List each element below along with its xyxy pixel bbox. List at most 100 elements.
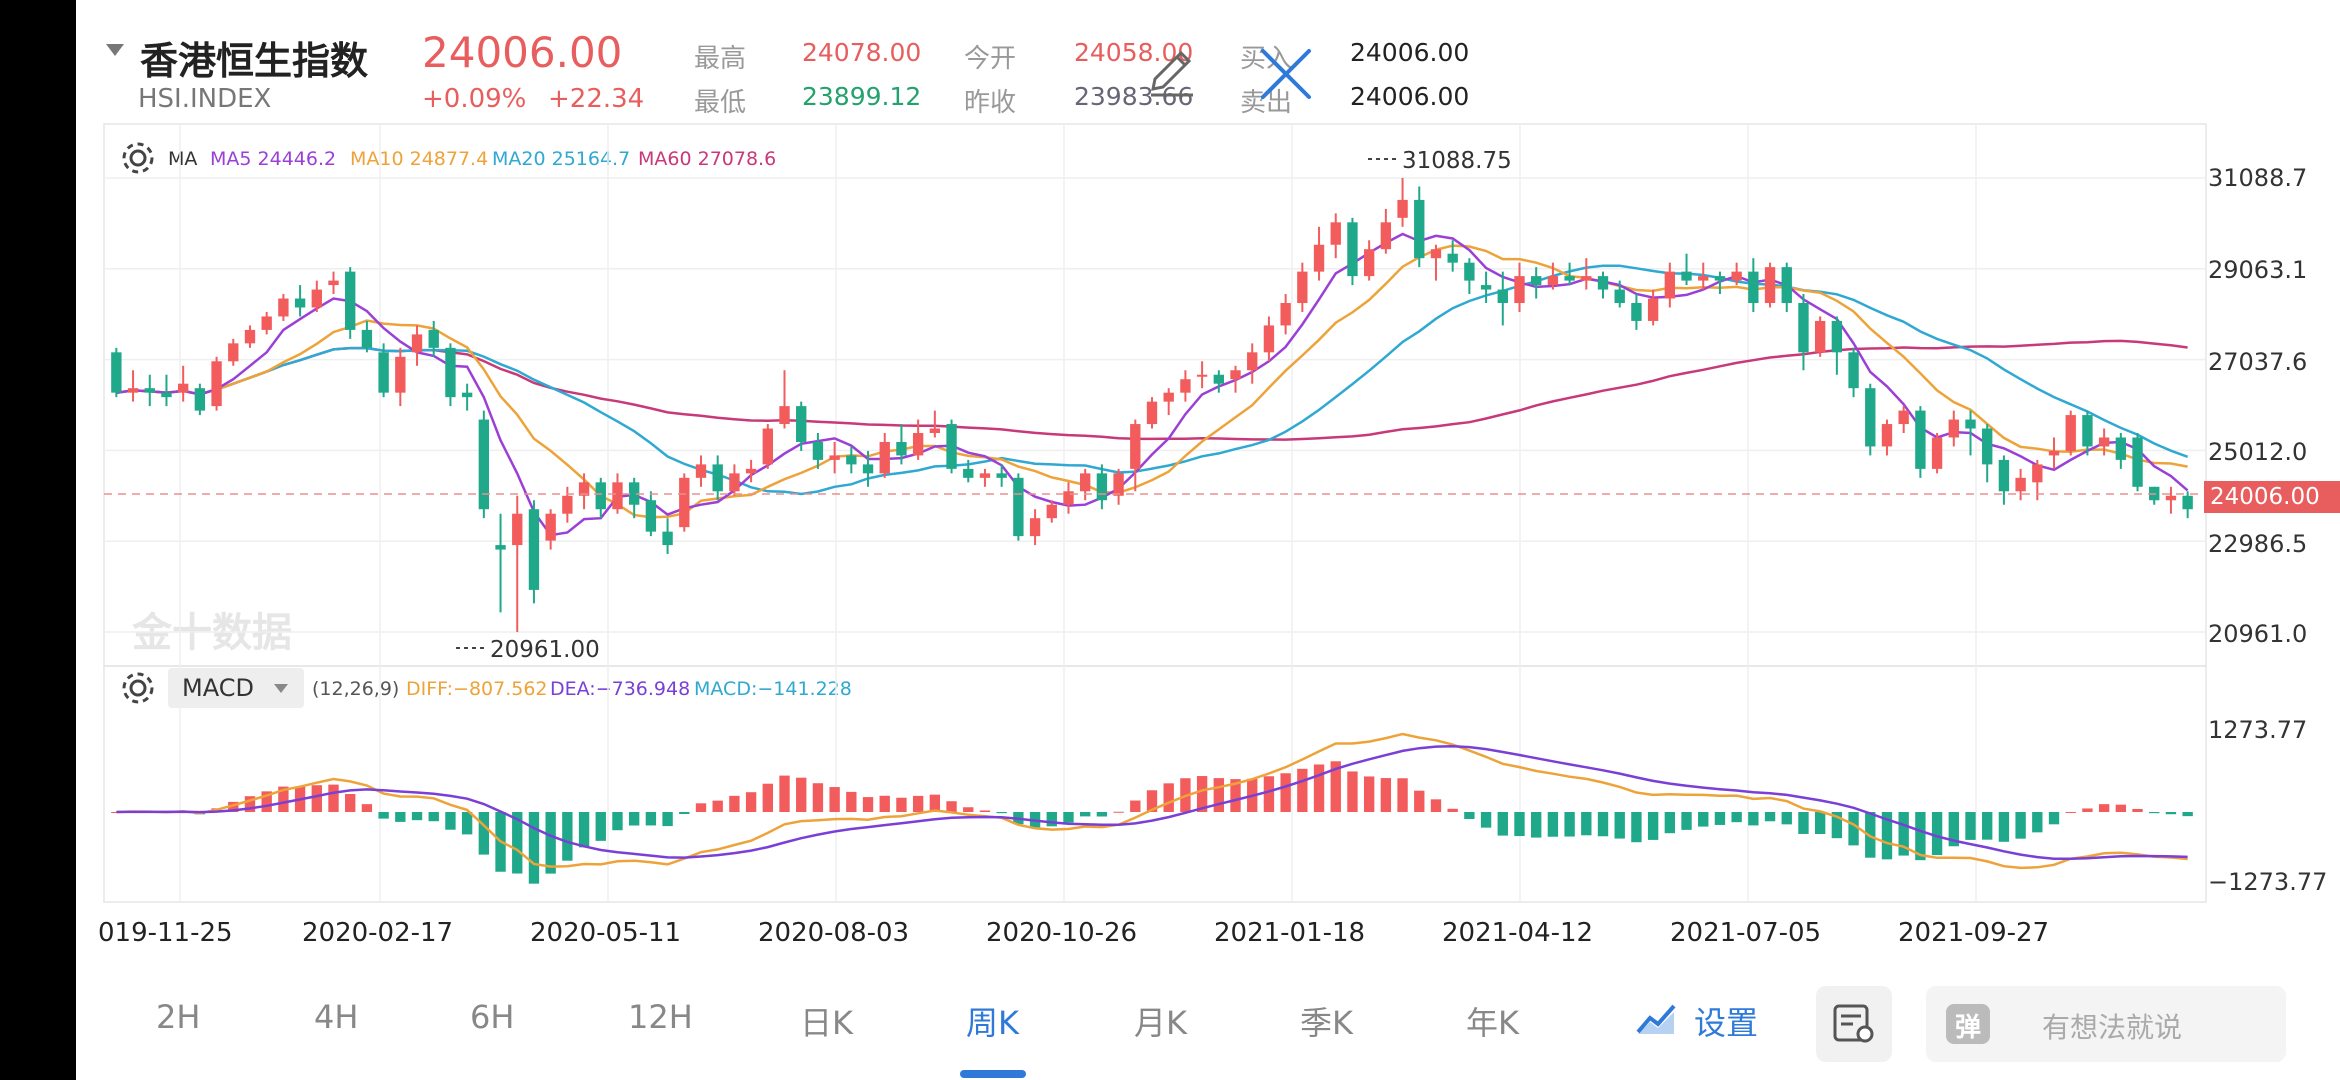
macd-histogram-bar (1898, 812, 1909, 856)
candle-body (929, 428, 941, 434)
pencil-icon[interactable] (1142, 42, 1202, 102)
chevron-down-icon (274, 684, 288, 693)
macd-histogram-bar (578, 812, 590, 848)
change-percent: +0.09% (422, 84, 527, 114)
kline-chart[interactable]: 31088.75 20961.00 (76, 0, 2340, 960)
macd-histogram-bar (1614, 812, 1625, 839)
macd-histogram-bar (1998, 812, 2010, 842)
candle-body (946, 424, 957, 469)
macd-histogram-bar (2098, 804, 2110, 812)
candle-body (2065, 415, 2076, 451)
macd-histogram-bar (963, 807, 974, 812)
candle-body (1430, 249, 1442, 259)
tab-week[interactable]: 周K (966, 1004, 1019, 1042)
macd-histogram-bar (445, 812, 456, 830)
close-icon[interactable] (1254, 42, 1318, 106)
macd-histogram-bar (244, 796, 256, 812)
macd-selector-label: MACD (182, 674, 254, 702)
candle-body (645, 500, 657, 532)
comment-input[interactable]: 弹 有想法就说 (1926, 986, 2286, 1062)
candle-body (612, 482, 623, 510)
macd-histogram-bar (1464, 812, 1475, 819)
macd-selector[interactable]: MACD (168, 668, 304, 708)
macd-histogram-bar (1698, 812, 1709, 827)
candle-body (628, 482, 640, 505)
macd-histogram-bar (2065, 811, 2076, 813)
macd-histogram-bar (1096, 812, 1108, 817)
macd-histogram-bar (2032, 812, 2043, 833)
quote-label-prev-close: 昨收 (964, 88, 1017, 118)
macd-histogram-bar (261, 791, 272, 812)
macd-histogram-bar (1748, 812, 1759, 826)
macd-histogram-bar (512, 812, 523, 874)
macd-histogram-bar (428, 812, 439, 822)
macd-histogram-bar (1547, 812, 1559, 837)
dropdown-caret-icon[interactable] (106, 44, 124, 56)
candle-body (1731, 271, 1742, 281)
svg-text:弹: 弹 (1955, 1013, 1981, 1043)
quote-label-high: 最高 (694, 44, 747, 74)
macd-histogram-bar (345, 794, 356, 812)
macd-histogram-bar (2165, 812, 2177, 815)
tab-6h[interactable]: 6H (470, 998, 515, 1036)
tab-day[interactable]: 日K (800, 1004, 853, 1042)
macd-panel-frame (103, 665, 2207, 903)
candle-body (1196, 374, 1208, 377)
macd-histogram-bar (1146, 790, 1158, 812)
ma-settings-gear-icon[interactable] (118, 138, 158, 178)
y-axis-label: 31088.7 (2208, 164, 2308, 192)
candle-body (1898, 410, 1909, 425)
macd-histogram-bar (1130, 800, 1141, 812)
candle-body (1347, 222, 1358, 277)
x-axis-date: 019-11-25 (98, 918, 233, 948)
tab-month[interactable]: 月K (1134, 1004, 1187, 1042)
index-name[interactable]: 香港恒生指数 (140, 39, 369, 83)
candle-body (1915, 410, 1926, 469)
macd-histogram-bar (1731, 812, 1742, 823)
candle-body (1865, 388, 1876, 447)
macd-settings-gear-icon[interactable] (118, 668, 158, 708)
candle-body (1180, 379, 1191, 393)
macd-histogram-bar (328, 784, 339, 812)
candle-body (595, 482, 606, 510)
macd-histogram-bar (228, 801, 239, 812)
ma60-line (116, 339, 2188, 441)
candle-body (1113, 473, 1124, 496)
candle-body (1330, 222, 1341, 245)
tab-year[interactable]: 年K (1466, 1004, 1519, 1042)
candle-body (1213, 374, 1224, 384)
quote-value-high: 24078.00 (802, 38, 922, 67)
macd-histogram-bar (1814, 812, 1826, 834)
candle-body (512, 513, 523, 546)
macd-histogram-bar (395, 812, 406, 822)
candle-body (1965, 419, 1976, 429)
macd-histogram-bar (612, 812, 623, 831)
bullet-comment-icon[interactable]: 弹 (1940, 996, 1996, 1052)
low-annotation: 20961.00 (456, 637, 600, 663)
candle-body (228, 343, 239, 362)
macd-histogram-bar (1063, 812, 1074, 823)
candle-body (1581, 276, 1592, 281)
macd-histogram-bar (679, 812, 690, 815)
candle-body (2132, 437, 2143, 487)
tab-2h[interactable]: 2H (156, 998, 201, 1036)
macd-histogram-bar (662, 812, 673, 827)
macd-histogram-bar (1514, 812, 1525, 837)
candle-body (1681, 271, 1692, 281)
chart-grid (103, 123, 2207, 903)
candle-body (829, 455, 840, 460)
macd-histogram-bar (1297, 768, 1308, 812)
settings-label: 设置 (1694, 1004, 1759, 1042)
macd-histogram-bar (1280, 773, 1291, 812)
y-axis-label: 25012.0 (2208, 438, 2308, 466)
settings-button[interactable]: 设置 (1636, 1000, 1758, 1042)
macd-histogram-bar (2115, 804, 2127, 812)
tab-4h[interactable]: 4H (314, 998, 359, 1036)
macd-histogram-bar (278, 786, 289, 812)
macd-histogram-bar (712, 800, 723, 812)
tab-12h[interactable]: 12H (628, 998, 693, 1036)
candle-body (846, 455, 857, 465)
tab-quarter[interactable]: 季K (1300, 1004, 1353, 1042)
notes-settings-icon[interactable] (1816, 986, 1892, 1062)
candle-body (1297, 271, 1308, 304)
